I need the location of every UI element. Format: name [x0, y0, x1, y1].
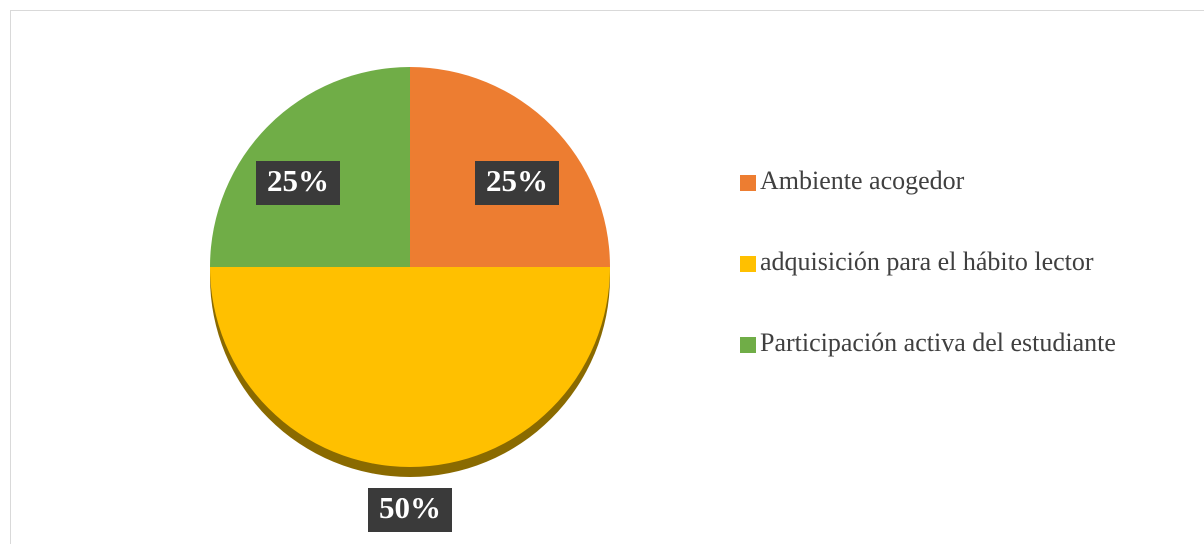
data-label: 25%	[267, 163, 329, 198]
pie-slice	[210, 267, 610, 467]
data-label-box	[256, 161, 340, 205]
legend-label: Participación activa del estudiante	[760, 328, 1116, 357]
data-label: 25%	[486, 163, 548, 198]
data-label-box	[368, 488, 452, 532]
legend-label: Ambiente acogedor	[760, 166, 965, 195]
legend-swatch	[740, 256, 756, 272]
data-label-box	[475, 161, 559, 205]
data-label: 50%	[379, 490, 441, 525]
legend-swatch	[740, 175, 756, 191]
legend-swatch	[740, 337, 756, 353]
legend-label: adquisición para el hábito lector	[760, 247, 1094, 276]
